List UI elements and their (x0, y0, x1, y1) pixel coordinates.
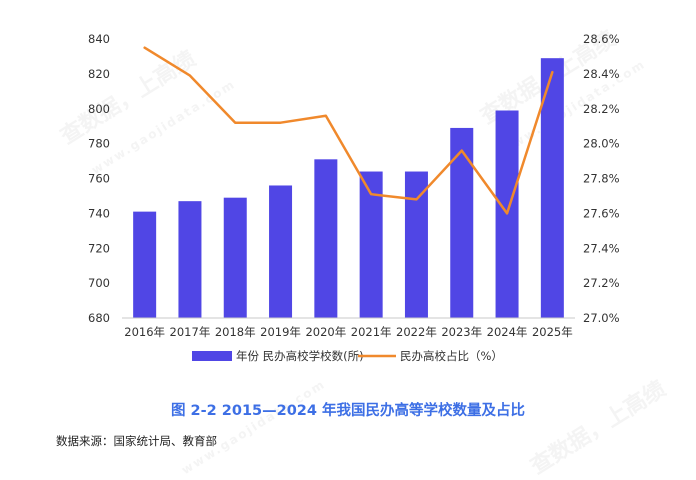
y-left-tick-label: 680 (88, 311, 110, 325)
x-tick-label: 2019年 (260, 325, 301, 339)
y-right-tick-label: 27.2% (583, 276, 620, 290)
x-tick-label: 2020年 (305, 325, 346, 339)
data-source-note: 数据来源：国家统计局、教育部 (56, 433, 217, 449)
x-tick-label: 2017年 (170, 325, 211, 339)
y-right-tick-label: 27.6% (583, 206, 620, 220)
y-right-tick-label: 27.0% (583, 311, 620, 325)
y-left-tick-label: 820 (88, 67, 110, 81)
bar-school-count (224, 198, 247, 318)
legend-swatch-bar (192, 351, 232, 361)
y-left-tick-label: 800 (88, 102, 110, 116)
y-right-tick-label: 28.6% (583, 32, 620, 46)
figure-caption: 图 2-2 2015—2024 年我国民办高等学校数量及占比 (0, 399, 696, 420)
chart: 680 700 720 740 760 780 800 820 840 27.0% 27.2% 27.… (0, 0, 696, 390)
y-right-tick-label: 27.4% (583, 241, 620, 255)
y-left-tick-label: 740 (88, 206, 110, 220)
bar-school-count (133, 212, 156, 318)
x-tick-label: 2021年 (351, 325, 392, 339)
bar-school-count (269, 185, 292, 318)
chart-svg: 680 700 720 740 760 780 800 820 840 27.0% 27.2% 27.… (0, 0, 696, 390)
y-left-tick-label: 720 (88, 241, 110, 255)
bar-school-count (450, 128, 473, 318)
x-tick-label: 2025年 (532, 325, 573, 339)
y-right-tick-label: 28.4% (583, 67, 620, 81)
watermark-url: www.gaojidata.com (179, 377, 328, 477)
y-right-tick-label: 28.0% (583, 137, 620, 151)
x-tick-label: 2024年 (487, 325, 528, 339)
y-right-tick-label: 28.2% (583, 102, 620, 116)
y-left-tick-label: 840 (88, 32, 110, 46)
line-share-percent (145, 48, 553, 214)
y-right-tick-label: 27.8% (583, 172, 620, 186)
x-tick-label: 2018年 (215, 325, 256, 339)
x-tick-label: 2016年 (124, 325, 165, 339)
y-left-tick-label: 760 (88, 172, 110, 186)
legend-label-line: 民办高校占比（%） (400, 349, 503, 363)
bar-school-count (405, 172, 428, 318)
x-tick-label: 2023年 (441, 325, 482, 339)
y-left-tick-label: 700 (88, 276, 110, 290)
bar-school-count (178, 201, 201, 318)
y-left-tick-label: 780 (88, 137, 110, 151)
bar-school-count (314, 159, 337, 318)
legend-label-bar: 年份 民办高校学校数(所) (236, 349, 364, 363)
x-tick-label: 2022年 (396, 325, 437, 339)
